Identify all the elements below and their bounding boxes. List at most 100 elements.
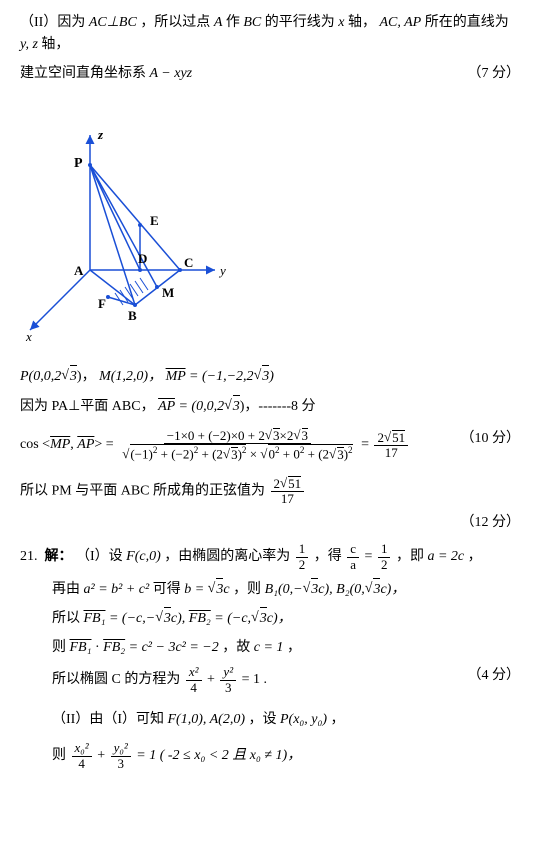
m: F(c,0) [126, 549, 161, 564]
lbl-M: M [162, 285, 174, 300]
t: −1×0 + (−2)×0 + 2 [167, 428, 265, 443]
t: （II）因为 [20, 15, 85, 30]
t: cos < [20, 437, 50, 452]
m: 3 [260, 607, 267, 630]
q21-l5: 所以椭圆 C 的方程为 x²4 + y²3 = 1 . （4 分） [20, 665, 520, 695]
t: 作 [226, 15, 240, 30]
lbl-C: C [184, 255, 193, 270]
q21-p2-l1: （II）由（I）可知 F(1,0), A(2,0) ，设 P(x₀, y₀) ， [20, 709, 520, 731]
m: c), [171, 611, 189, 626]
m: = c² − 3c² = −2 [129, 640, 219, 655]
geometry-diagram: z P E A D C y F B M x [20, 125, 240, 345]
cos-line: cos <MP, AP> = −1×0 + (−2)×0 + 2√3×2√3 √… [20, 428, 520, 462]
t: + (2 [198, 447, 223, 462]
vec-mp2: MP [50, 437, 70, 452]
m: = 1 ( -2 ≤ x₀ < 2 且 x₀ ≠ 1)， [136, 748, 301, 763]
m: AC, AP [379, 15, 421, 30]
t: ，所以过点 [140, 15, 210, 30]
t: ，由椭圆的离心率为 [164, 549, 290, 564]
m: = (−1,−2,2 [186, 369, 254, 384]
m: AC⊥BC [89, 15, 137, 30]
score-10: （10 分） [461, 428, 521, 450]
t: 建立空间直角坐标系 [20, 66, 146, 81]
t: ，设 [249, 712, 281, 727]
vec-fb2: FB₂ [189, 611, 211, 626]
t: (−1) [130, 447, 153, 462]
vec-mp: MP [166, 369, 186, 384]
jie: 解： [45, 549, 73, 564]
m: b = [184, 582, 207, 597]
t: 轴， [348, 15, 376, 30]
t: + (2 [304, 447, 329, 462]
t: 2 [377, 430, 384, 445]
lbl-z: z [97, 127, 104, 142]
t: x² [186, 665, 202, 680]
score-12: （12 分） [461, 512, 521, 534]
t: x₀² [72, 741, 92, 756]
t: 轴， [41, 37, 69, 52]
t: ， [331, 712, 345, 727]
m: ) [269, 369, 274, 384]
vec-ap2: AP [77, 437, 94, 452]
t: ，则 [233, 582, 265, 597]
t: ， [468, 549, 482, 564]
lbl-y: y [218, 263, 226, 278]
lbl-E: E [150, 213, 159, 228]
part2-line2: 建立空间直角坐标系 A − xyz （7 分） [20, 63, 520, 85]
lbl-B: B [128, 308, 137, 323]
t: y² [220, 665, 236, 680]
lbl-x: x [25, 329, 32, 344]
result-frac: 2√51 17 [374, 430, 408, 461]
t: ×2 [280, 428, 294, 443]
t: 3 [114, 757, 127, 771]
m: y, z [20, 37, 38, 52]
t: 则 [52, 748, 70, 763]
m: c), [318, 582, 336, 597]
m: 3 [233, 395, 240, 418]
m: c)， [380, 582, 405, 597]
m: B₂(0, [336, 582, 365, 597]
t: y₀² [111, 741, 131, 756]
vec-fb1b: FB₁ [70, 640, 92, 655]
m: P(0,0,2 [20, 369, 61, 384]
t: 的平行线为 [265, 15, 335, 30]
m: 51 [288, 476, 301, 491]
m: 51 [392, 430, 405, 445]
m: = (−c, [211, 611, 251, 626]
t: 因为 PA⊥平面 ABC， [20, 399, 155, 414]
t: 可得 [153, 582, 185, 597]
m: 3 [302, 428, 309, 443]
t: 3 [222, 681, 235, 695]
t: + [97, 748, 108, 763]
t: × [246, 447, 260, 462]
q21-l2: 再由 a² = b² + c² 可得 b = √3c ，则 B₁(0,−√3c)… [20, 578, 520, 601]
t: 4 [187, 681, 200, 695]
m: M(1,2,0)， [99, 369, 162, 384]
q21-l1: 21. 解： （I）设 F(c,0) ，由椭圆的离心率为 12 ，得 ca = … [20, 542, 520, 572]
t: （II）由（I）可知 [52, 712, 168, 727]
t: 再由 [52, 582, 84, 597]
t: 2 [296, 558, 309, 572]
lbl-A: A [74, 263, 84, 278]
m: A [214, 15, 223, 30]
m: c = 1 [254, 640, 284, 655]
m: F(1,0), A(2,0) [168, 712, 246, 727]
t: 所以 PM 与平面 ABC 所成角的正弦值为 [20, 483, 265, 498]
qnum: 21. [20, 549, 38, 564]
t: > = [94, 437, 117, 452]
q21-l3: 所以 FB₁ = (−c,−√3c), FB₂ = (−c,√3c)， [20, 607, 520, 630]
t: )， [77, 369, 96, 384]
m: BC [243, 15, 261, 30]
t: 所在的直线为 [425, 15, 509, 30]
t: ，故 [222, 640, 254, 655]
q21-p2-l2: 则 x₀²4 + y₀²3 = 1 ( -2 ≤ x₀ < 2 且 x₀ ≠ 1… [20, 741, 520, 771]
vec-ap: AP [158, 399, 175, 414]
t: ，即 [396, 549, 424, 564]
result-frac2: 2√51 17 [271, 476, 305, 507]
score-4: （4 分） [468, 665, 521, 687]
t: 1 [378, 542, 391, 557]
ap-line: 因为 PA⊥平面 ABC， AP = (0,0,2√3)，-------8 分 [20, 395, 520, 418]
m: a² = b² + c² [84, 582, 150, 597]
vec-fb1: FB₁ [84, 611, 106, 626]
m: A − xyz [150, 66, 193, 81]
